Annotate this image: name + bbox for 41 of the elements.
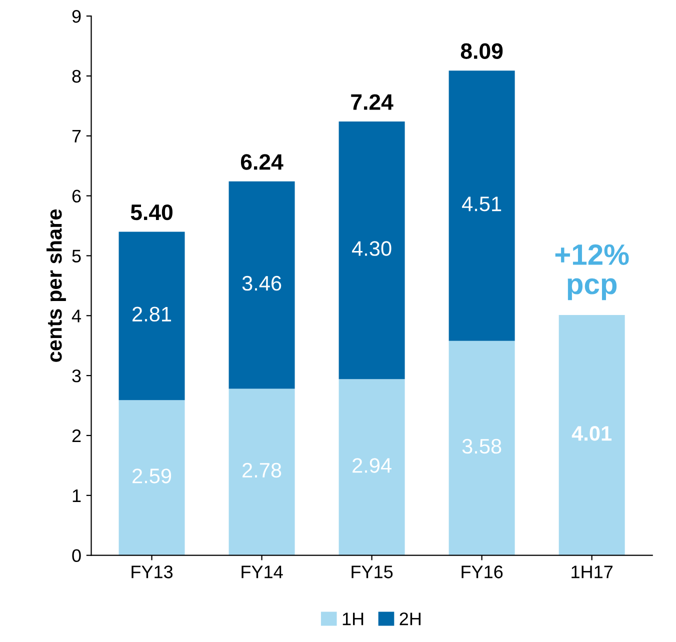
data-label: 2.59 <box>132 468 172 484</box>
total-label: 5.40 <box>130 204 172 220</box>
bar <box>228 181 295 389</box>
data-label: 3.46 <box>242 276 282 291</box>
y-tick-label: 4 <box>72 310 82 322</box>
annotation: +12% pcp <box>555 244 629 300</box>
y-tick-label: 8 <box>72 70 81 83</box>
x-tick-label: FY15 <box>352 566 393 578</box>
bar <box>118 400 185 556</box>
bar <box>558 315 625 556</box>
data-label: 4.51 <box>462 196 502 212</box>
bar <box>338 122 405 380</box>
bar <box>448 340 515 556</box>
total-label: 8.09 <box>460 43 503 59</box>
bar <box>448 70 515 341</box>
y-tick-label: 9 <box>72 10 81 23</box>
y-tick-label: 5 <box>72 250 81 262</box>
data-label: 4.01 <box>572 426 612 441</box>
y-axis-title: cents per share <box>46 209 66 362</box>
bar <box>118 232 185 400</box>
y-tick-label: 0 <box>72 549 81 562</box>
data-label: 2.78 <box>242 462 282 478</box>
data-label: 4.30 <box>352 241 392 256</box>
x-tick-label: FY14 <box>242 566 283 578</box>
bar <box>338 379 405 556</box>
data-label: 2.81 <box>132 306 172 322</box>
data-label: 2.94 <box>352 458 392 473</box>
total-label: 7.24 <box>351 94 394 110</box>
y-tick-label: 7 <box>72 130 81 142</box>
x-tick-label: FY16 <box>462 566 503 578</box>
y-tick-label: 1 <box>72 490 81 502</box>
x-tick-label: 1H17 <box>572 566 613 578</box>
bar <box>228 388 295 556</box>
y-tick-label: 2 <box>72 429 81 442</box>
x-tick-label: FY13 <box>132 566 173 578</box>
data-label: 3.58 <box>462 438 502 454</box>
legend-label: 1H <box>342 612 364 626</box>
y-tick-label: 6 <box>72 190 81 203</box>
legend-label: 2H <box>400 612 420 626</box>
y-tick-label: 3 <box>72 370 81 382</box>
total-label: 6.24 <box>240 154 284 170</box>
